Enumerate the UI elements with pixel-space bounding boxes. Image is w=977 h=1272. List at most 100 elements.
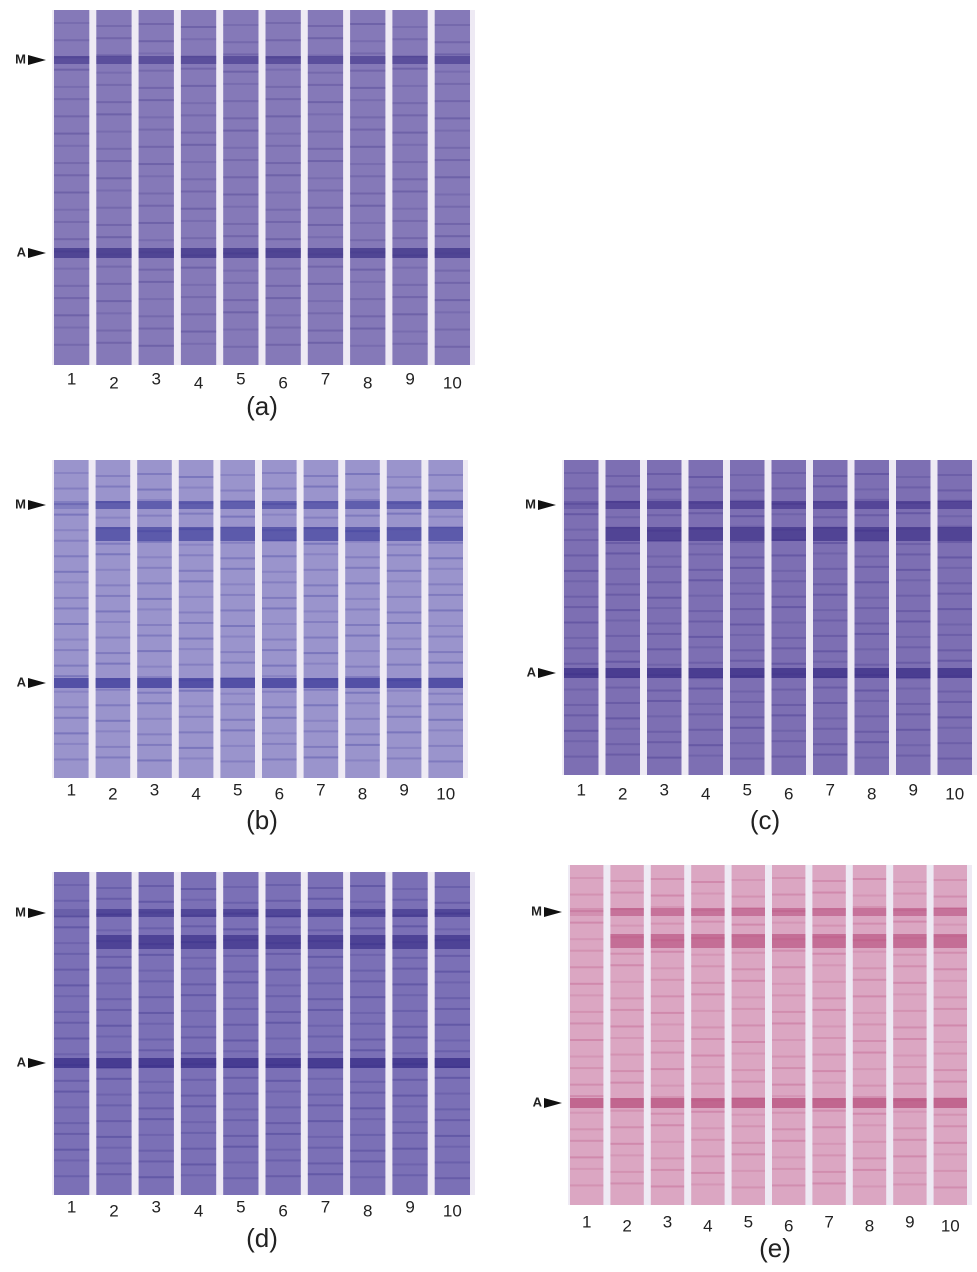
faint-band [689, 512, 724, 514]
faint-band [54, 297, 89, 299]
faint-band [96, 207, 131, 209]
faint-band [308, 1173, 343, 1175]
faint-band [435, 346, 470, 348]
faint-band [772, 756, 807, 758]
faint-band [96, 887, 131, 889]
faint-band [179, 731, 214, 733]
faint-band [812, 1037, 845, 1039]
lane-number: 9 [909, 780, 918, 799]
marker-arrow [28, 678, 46, 688]
faint-band [732, 1142, 765, 1144]
faint-band [345, 473, 380, 475]
faint-band [304, 689, 339, 691]
faint-band [855, 473, 890, 475]
faint-band [223, 206, 258, 208]
faint-band [262, 488, 297, 490]
faint-band [435, 971, 470, 973]
faint-band [647, 566, 682, 568]
faint-band [350, 146, 385, 148]
faint-band [610, 964, 643, 966]
faint-band [651, 1124, 684, 1126]
faint-band [96, 224, 131, 226]
band-a [772, 1098, 805, 1108]
faint-band [938, 567, 973, 569]
faint-band [853, 895, 886, 897]
faint-band [139, 298, 174, 300]
faint-band [651, 1040, 684, 1042]
faint-band [223, 1093, 258, 1095]
marker-label: A [17, 244, 27, 259]
faint-band [392, 983, 427, 985]
faint-band [934, 968, 967, 970]
panel-label: (d) [246, 1223, 278, 1253]
band-m [647, 501, 682, 509]
faint-band [647, 473, 682, 475]
faint-band [308, 224, 343, 226]
marker-label: A [17, 1054, 27, 1069]
faint-band [54, 540, 89, 542]
faint-band [812, 1126, 845, 1128]
faint-band [893, 954, 926, 956]
faint-band [392, 284, 427, 286]
faint-band [772, 704, 807, 706]
marker-label: A [527, 664, 537, 679]
faint-band [137, 624, 172, 626]
faint-band [732, 1053, 765, 1055]
faint-band [139, 1081, 174, 1083]
panel-label: (b) [246, 805, 278, 835]
faint-band [392, 220, 427, 222]
faint-band [691, 1083, 724, 1085]
faint-band [345, 541, 380, 543]
faint-band [54, 900, 89, 902]
band-m-lower [96, 527, 131, 541]
faint-band [350, 328, 385, 330]
faint-band [689, 744, 724, 746]
faint-band [732, 996, 765, 998]
faint-band [350, 1176, 385, 1178]
band-a [896, 668, 931, 678]
faint-band [772, 740, 807, 742]
faint-band [938, 593, 973, 595]
band-m-lower [855, 527, 890, 541]
faint-band [96, 148, 131, 150]
faint-band [772, 730, 807, 732]
faint-band [266, 900, 301, 902]
faint-band [564, 606, 599, 608]
band-a [732, 1098, 765, 1108]
faint-band [179, 554, 214, 556]
faint-band [570, 1128, 603, 1130]
faint-band [896, 486, 931, 488]
faint-band [350, 315, 385, 317]
faint-band [308, 160, 343, 162]
faint-band [934, 1041, 967, 1043]
faint-band [435, 159, 470, 161]
band-m [853, 908, 886, 916]
band-a [54, 678, 89, 688]
marker-arrow [28, 908, 46, 918]
faint-band [308, 1009, 343, 1011]
faint-band [812, 1054, 845, 1056]
faint-band [938, 758, 973, 760]
faint-band [428, 693, 463, 695]
faint-band [266, 327, 301, 329]
faint-band [266, 174, 301, 176]
faint-band [308, 982, 343, 984]
faint-band [139, 129, 174, 131]
faint-band [647, 514, 682, 516]
faint-band [387, 638, 422, 640]
faint-band [732, 1069, 765, 1071]
faint-band [181, 114, 216, 116]
faint-band [564, 529, 599, 531]
faint-band [812, 1182, 845, 1184]
faint-band [304, 475, 339, 477]
faint-band [350, 970, 385, 972]
band-m [304, 501, 339, 509]
faint-band [435, 902, 470, 904]
faint-band [181, 220, 216, 222]
faint-band [610, 1182, 643, 1184]
faint-band [54, 649, 89, 651]
faint-band [350, 1023, 385, 1025]
band-a [137, 678, 172, 688]
faint-band [96, 584, 131, 586]
faint-band [772, 663, 807, 665]
